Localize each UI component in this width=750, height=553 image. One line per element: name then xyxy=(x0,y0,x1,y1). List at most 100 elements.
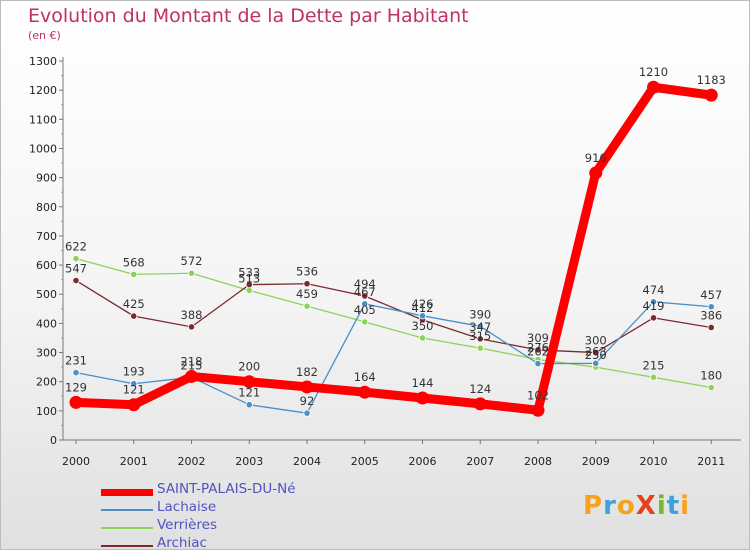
y-tick-label: 1100 xyxy=(29,113,57,126)
y-tick-label: 300 xyxy=(36,347,57,360)
data-point xyxy=(649,298,658,306)
data-label: 425 xyxy=(123,297,145,311)
x-tick-label: 2001 xyxy=(120,455,148,468)
data-point xyxy=(130,380,138,388)
y-tick-label: 800 xyxy=(36,201,57,214)
axes: 0 100 200 300 400 500 600 700 800 900 1000 1100 1200… xyxy=(29,55,741,468)
x-tick-label: 2003 xyxy=(235,455,263,468)
x-tick-label: 2010 xyxy=(640,455,668,468)
data-point xyxy=(416,391,429,405)
data-point xyxy=(303,302,311,310)
data-label: 1183 xyxy=(697,73,726,87)
data-point xyxy=(361,318,369,326)
legend-swatch xyxy=(101,527,153,529)
y-tick-label: 500 xyxy=(36,288,57,301)
data-label: 215 xyxy=(181,358,203,372)
data-label: 622 xyxy=(65,240,87,254)
data-point xyxy=(242,375,256,389)
data-label: 536 xyxy=(296,265,318,279)
data-point xyxy=(589,166,603,180)
data-label: 300 xyxy=(585,334,607,348)
x-tick-label: 2002 xyxy=(178,455,206,468)
data-label: 144 xyxy=(412,376,434,390)
data-label: 457 xyxy=(700,288,722,302)
legend-label: Verrières xyxy=(157,517,218,533)
x-tick-label: 2004 xyxy=(293,455,321,468)
data-label: 164 xyxy=(354,370,376,384)
x-tick-label: 2007 xyxy=(466,455,494,468)
data-label: 494 xyxy=(354,277,376,291)
series-layer xyxy=(69,80,718,417)
data-label: 92 xyxy=(300,394,315,408)
data-label: 309 xyxy=(527,331,549,345)
logo-letter: r xyxy=(603,491,617,521)
data-label: 474 xyxy=(643,283,665,297)
y-tick-label: 900 xyxy=(36,172,57,185)
x-tick-label: 2005 xyxy=(351,455,379,468)
data-point xyxy=(704,88,718,102)
data-point xyxy=(130,312,138,320)
series-line-saint-palais-du-n- xyxy=(71,82,716,415)
data-point xyxy=(72,369,80,377)
logo-letter: o xyxy=(616,491,636,521)
data-point xyxy=(649,314,658,322)
data-label: 193 xyxy=(123,365,145,379)
data-label: 263 xyxy=(585,344,607,358)
data-point xyxy=(130,270,138,279)
data-point xyxy=(476,335,484,343)
data-point xyxy=(300,380,314,394)
logo-letter: i xyxy=(680,491,691,521)
data-point xyxy=(72,255,80,263)
data-label: 916 xyxy=(585,151,607,165)
data-label: 386 xyxy=(700,308,722,322)
x-tick-label: 2000 xyxy=(62,455,90,468)
data-label: 412 xyxy=(412,301,434,315)
y-tick-label: 400 xyxy=(36,317,57,330)
data-point xyxy=(245,401,253,409)
data-label: 547 xyxy=(65,262,87,276)
data-label: 180 xyxy=(700,369,722,383)
y-tick-label: 0 xyxy=(50,434,57,447)
data-point xyxy=(187,269,196,277)
data-label: 231 xyxy=(65,354,87,368)
y-tick-label: 200 xyxy=(36,376,57,389)
series-line-archiac xyxy=(75,279,712,354)
data-label: 182 xyxy=(296,365,318,379)
data-label: 347 xyxy=(469,320,491,334)
data-label: 405 xyxy=(354,303,376,317)
x-tick-label: 2011 xyxy=(697,455,725,468)
data-point xyxy=(534,346,542,354)
y-tick-label: 600 xyxy=(36,259,57,272)
data-point xyxy=(473,397,487,411)
data-point xyxy=(707,323,715,332)
data-point xyxy=(303,280,311,288)
data-point xyxy=(69,395,83,409)
data-point xyxy=(647,80,660,94)
data-point xyxy=(245,281,253,289)
data-label: 467 xyxy=(354,285,376,299)
data-label: 218 xyxy=(181,354,203,368)
logo-letter: i xyxy=(656,491,667,521)
data-label: 388 xyxy=(181,308,203,322)
proxiti-logo: ProXiti xyxy=(583,491,690,521)
data-label: 572 xyxy=(181,254,203,268)
legend-label: SAINT-PALAIS-DU-Né xyxy=(157,481,296,497)
data-point xyxy=(592,348,600,357)
logo-letter: X xyxy=(635,491,657,521)
chart-title: Evolution du Montant de la Dette par Hab… xyxy=(28,5,469,27)
data-point xyxy=(187,323,196,331)
x-tick-label: 2006 xyxy=(409,455,437,468)
data-label: 129 xyxy=(65,380,87,394)
data-point xyxy=(707,303,715,311)
data-label: 121 xyxy=(123,383,145,397)
data-point xyxy=(418,334,427,342)
data-point xyxy=(127,398,141,412)
data-point xyxy=(303,409,311,417)
data-label: 121 xyxy=(238,386,260,400)
data-point xyxy=(592,359,600,367)
data-label: 513 xyxy=(238,271,260,285)
data-point xyxy=(361,292,369,300)
data-label: 276 xyxy=(527,341,549,355)
